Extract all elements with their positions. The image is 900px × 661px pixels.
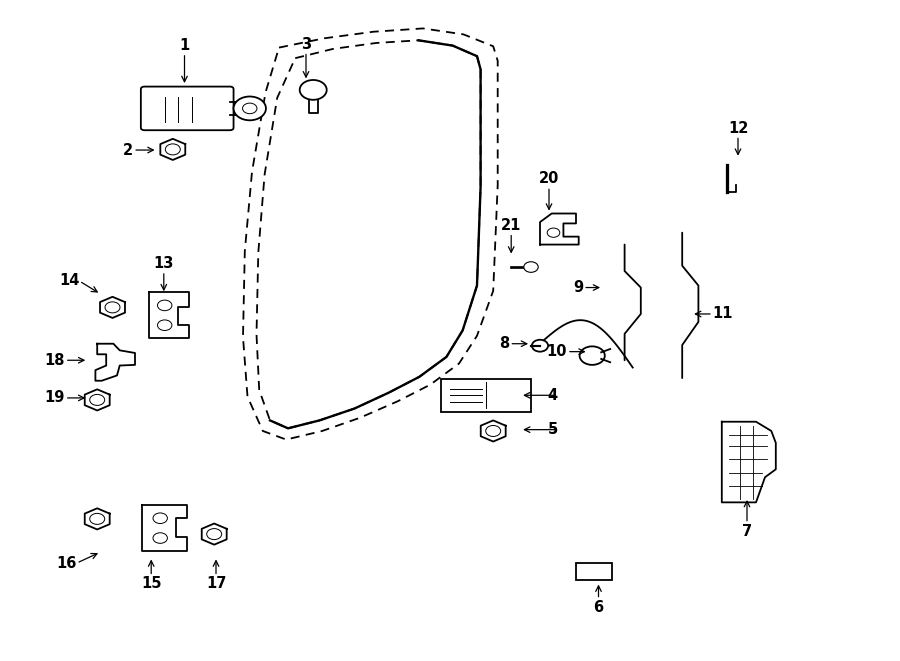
- Text: 15: 15: [141, 576, 161, 592]
- Polygon shape: [85, 389, 110, 410]
- Circle shape: [105, 302, 120, 313]
- Text: 17: 17: [206, 576, 226, 592]
- Text: 2: 2: [123, 143, 133, 157]
- Circle shape: [547, 228, 560, 237]
- Text: 4: 4: [548, 388, 558, 403]
- Text: 16: 16: [56, 556, 76, 570]
- Circle shape: [300, 80, 327, 100]
- Text: 3: 3: [301, 36, 311, 52]
- Circle shape: [524, 262, 538, 272]
- Polygon shape: [160, 139, 185, 160]
- Text: 10: 10: [546, 344, 567, 359]
- Text: 11: 11: [713, 307, 734, 321]
- Circle shape: [207, 529, 221, 539]
- Circle shape: [158, 320, 172, 330]
- Text: 13: 13: [154, 256, 174, 271]
- Circle shape: [486, 426, 500, 436]
- Text: 1: 1: [179, 38, 190, 53]
- Circle shape: [234, 97, 266, 120]
- Polygon shape: [722, 422, 776, 502]
- Text: 20: 20: [539, 171, 559, 186]
- Text: 18: 18: [44, 353, 65, 368]
- Polygon shape: [95, 344, 135, 381]
- Text: 19: 19: [44, 391, 65, 405]
- Polygon shape: [481, 420, 506, 442]
- Text: 7: 7: [742, 524, 752, 539]
- Circle shape: [158, 300, 172, 311]
- Bar: [576, 563, 612, 580]
- Text: 9: 9: [573, 280, 583, 295]
- Circle shape: [243, 103, 257, 114]
- Text: 21: 21: [501, 217, 521, 233]
- Circle shape: [153, 533, 167, 543]
- Polygon shape: [142, 505, 187, 551]
- Polygon shape: [540, 214, 579, 245]
- Circle shape: [580, 346, 605, 365]
- Circle shape: [532, 340, 548, 352]
- Circle shape: [153, 513, 167, 524]
- Polygon shape: [202, 524, 227, 545]
- FancyBboxPatch shape: [140, 87, 233, 130]
- Circle shape: [90, 395, 104, 405]
- Text: 14: 14: [58, 274, 79, 288]
- Polygon shape: [149, 292, 189, 338]
- Circle shape: [166, 144, 180, 155]
- Bar: [441, 379, 531, 412]
- Text: 6: 6: [593, 600, 604, 615]
- Text: 5: 5: [548, 422, 558, 437]
- Text: 8: 8: [500, 336, 509, 351]
- Text: 12: 12: [728, 120, 748, 136]
- Circle shape: [90, 514, 104, 524]
- Polygon shape: [100, 297, 125, 318]
- Polygon shape: [85, 508, 110, 529]
